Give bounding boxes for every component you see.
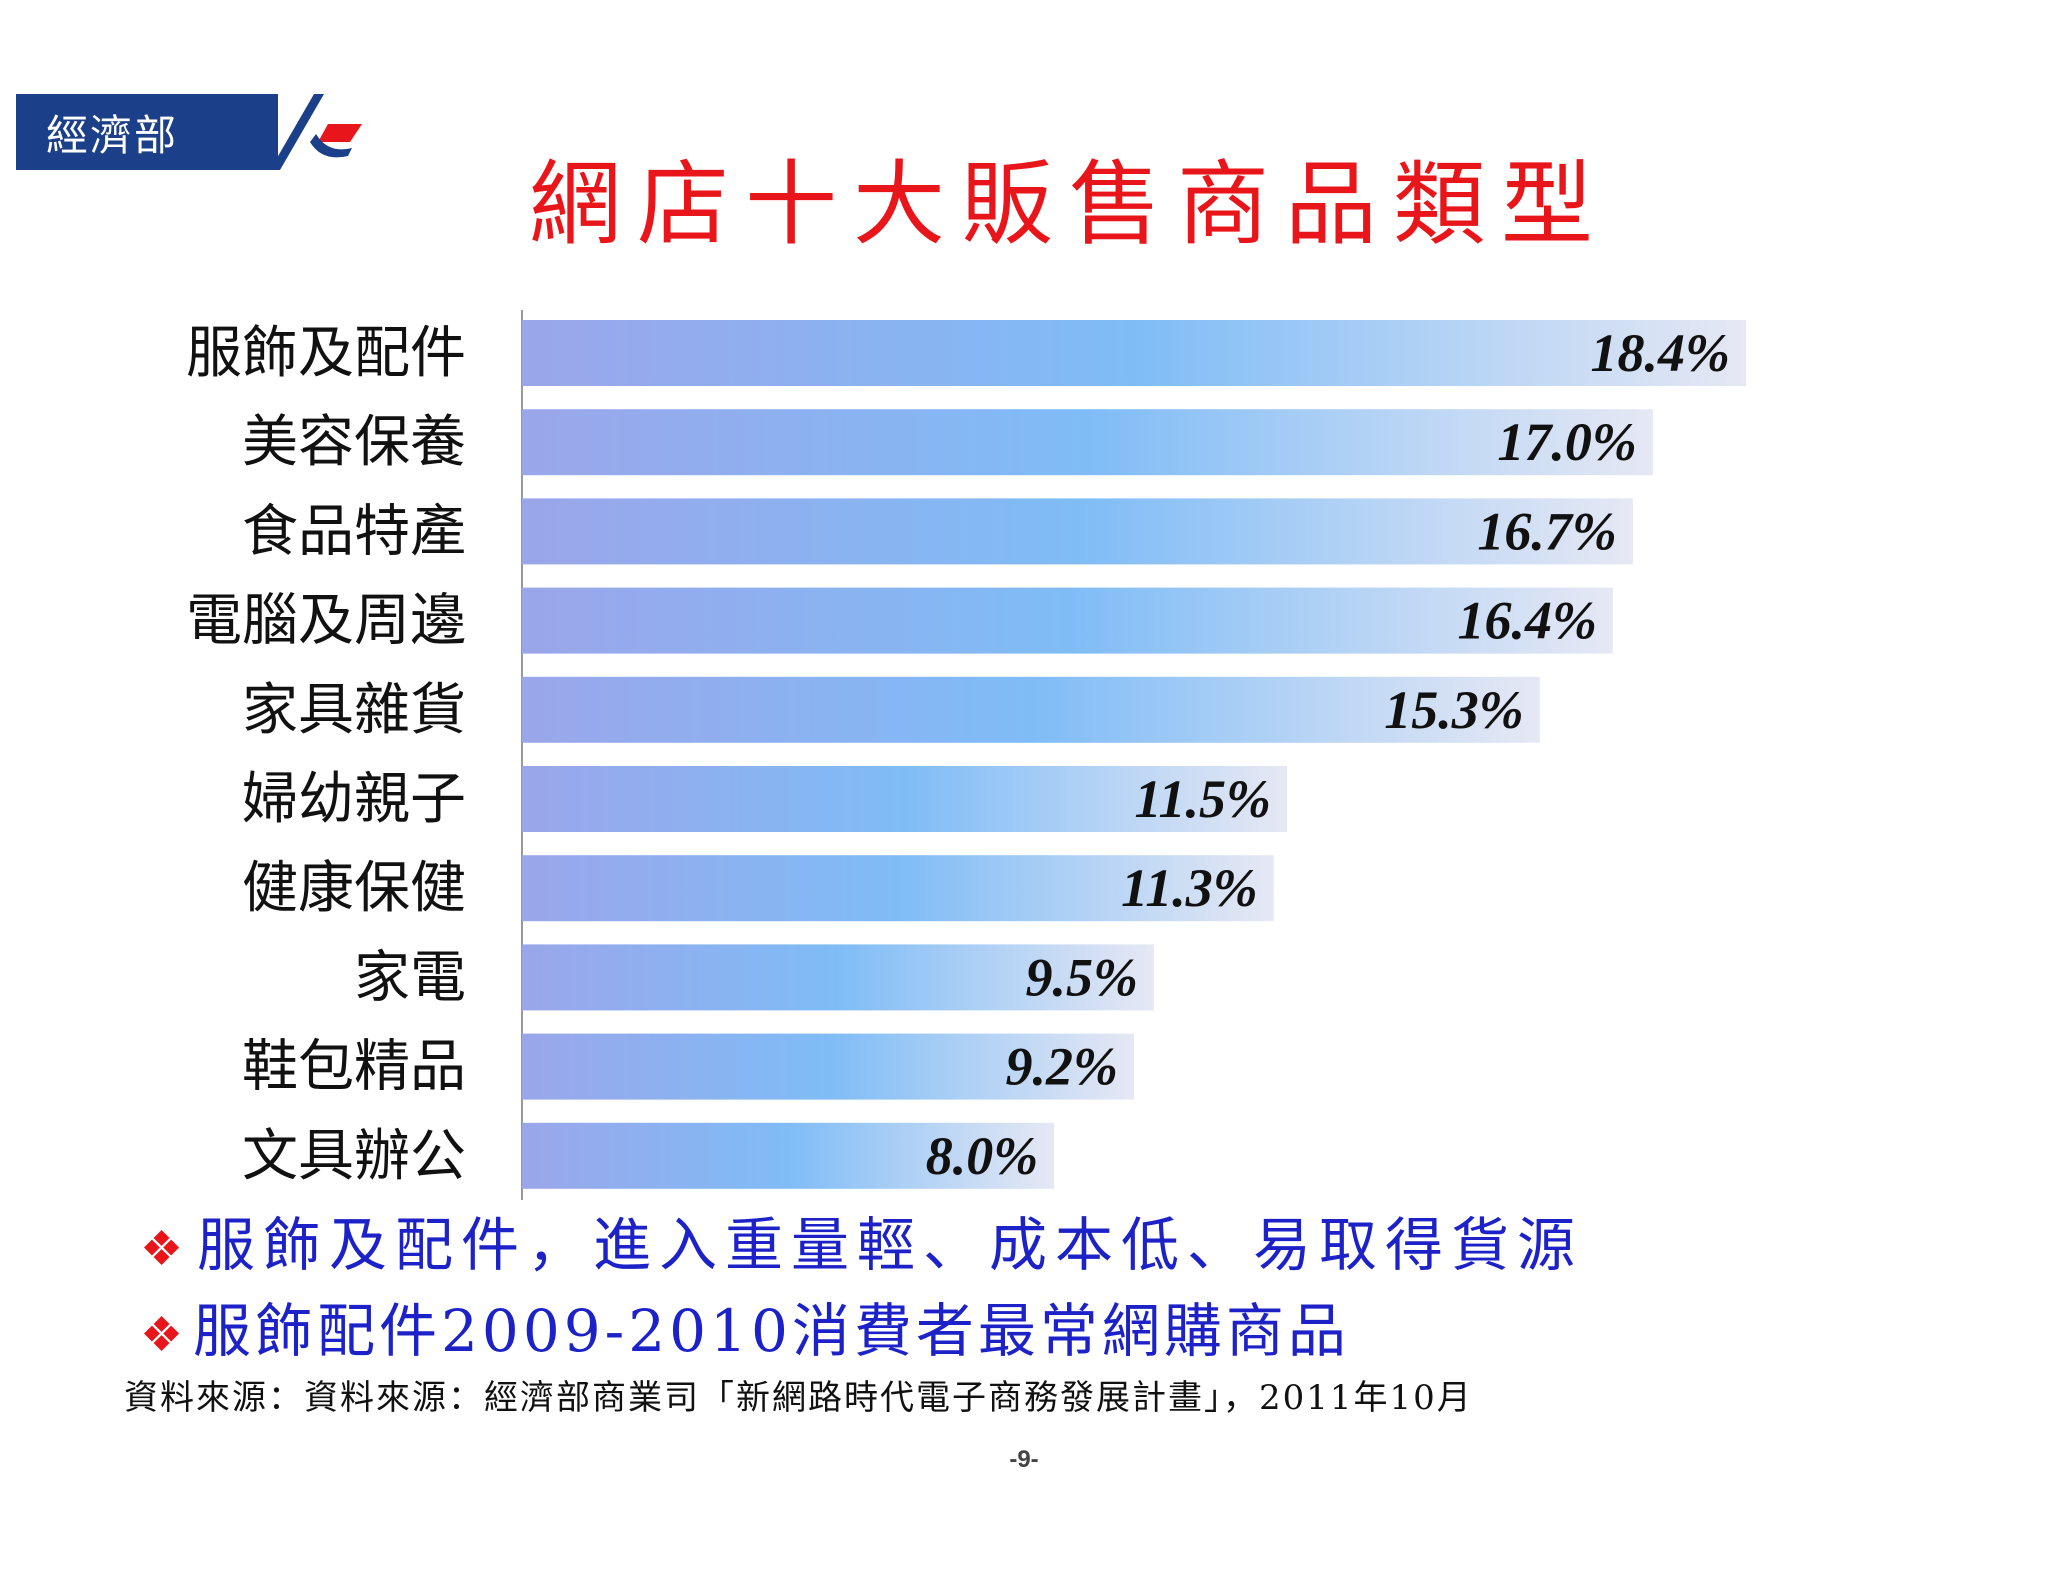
bar-1 bbox=[522, 409, 1653, 476]
category-label-7: 家電 bbox=[354, 945, 466, 1010]
category-label-1: 美容保養 bbox=[242, 410, 466, 475]
value-label-0: 18.4% bbox=[1591, 323, 1730, 383]
category-label-9: 文具辦公 bbox=[242, 1124, 466, 1189]
page-title: 網店十大販售商品類型 bbox=[528, 151, 1609, 258]
logo-text: 經濟部 bbox=[46, 110, 179, 160]
value-label-8: 9.2% bbox=[1006, 1037, 1118, 1097]
bullet-1: ❖ 服飾及配件，進入重量輕、成本低、易取得貨源 bbox=[140, 1210, 1583, 1284]
value-label-5: 11.5% bbox=[1134, 769, 1271, 829]
category-label-4: 家具雜貨 bbox=[242, 678, 466, 743]
value-label-3: 16.4% bbox=[1457, 591, 1596, 651]
bar-0 bbox=[522, 320, 1746, 386]
source-note: 資料來源：資料來源：經濟部商業司「新網路時代電子商務發展計畫」，2011年10月 bbox=[124, 1378, 1473, 1418]
value-label-4: 15.3% bbox=[1384, 680, 1523, 740]
value-label-2: 16.7% bbox=[1477, 501, 1616, 561]
bullet-2-text: 服飾配件2009-2010消費者最常網購商品 bbox=[193, 1297, 1350, 1365]
ministry-emblem-icon bbox=[270, 94, 362, 170]
bar-2 bbox=[522, 498, 1633, 565]
bar-8 bbox=[522, 1033, 1134, 1100]
category-label-2: 食品特產 bbox=[242, 499, 466, 564]
bar-7 bbox=[522, 944, 1154, 1011]
category-label-5: 婦幼親子 bbox=[242, 767, 466, 832]
bar-3 bbox=[522, 587, 1613, 654]
value-label-9: 8.0% bbox=[926, 1126, 1038, 1186]
category-label-6: 健康保健 bbox=[242, 856, 466, 921]
value-label-6: 11.3% bbox=[1121, 858, 1258, 918]
red-diamond-bullet-icon: ❖ bbox=[140, 1307, 188, 1363]
bar-4 bbox=[522, 676, 1540, 743]
value-label-1: 17.0% bbox=[1497, 412, 1636, 472]
bullet-1-text: 服飾及配件，進入重量輕、成本低、易取得貨源 bbox=[197, 1211, 1584, 1279]
category-label-0: 服飾及配件 bbox=[186, 321, 466, 386]
value-label-7: 9.5% bbox=[1025, 947, 1137, 1007]
bullet-2: ❖ 服飾配件2009-2010消費者最常網購商品 bbox=[140, 1296, 1350, 1370]
ministry-logo: 經濟部 bbox=[16, 94, 278, 170]
bar-9 bbox=[522, 1122, 1055, 1189]
category-label-8: 鞋包精品 bbox=[242, 1035, 466, 1100]
bar-5 bbox=[522, 766, 1287, 832]
page-number: -9- bbox=[1009, 1446, 1039, 1473]
bar-6 bbox=[522, 855, 1274, 922]
category-label-3: 電腦及周邊 bbox=[186, 589, 466, 654]
red-diamond-bullet-icon: ❖ bbox=[140, 1221, 192, 1277]
